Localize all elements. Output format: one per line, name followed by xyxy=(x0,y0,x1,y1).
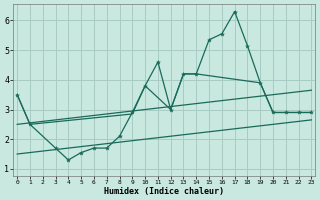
X-axis label: Humidex (Indice chaleur): Humidex (Indice chaleur) xyxy=(104,187,224,196)
